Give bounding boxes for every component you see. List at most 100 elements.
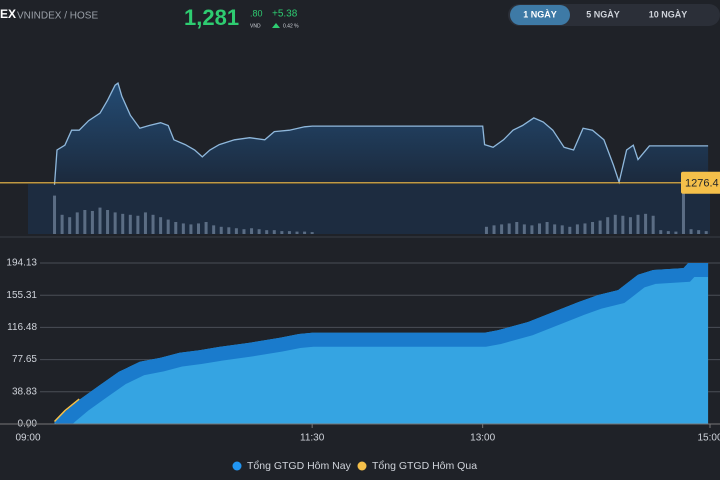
legend-label: Tổng GTGD Hôm Qua: [372, 460, 477, 472]
volume-bar: [560, 225, 564, 234]
range-button[interactable]: 1 NGÀY: [523, 9, 557, 19]
price-area: [54, 83, 709, 185]
volume-bar: [75, 212, 79, 234]
volume-bar: [697, 230, 701, 234]
volume-bar: [310, 232, 314, 234]
volume-bar: [500, 224, 504, 234]
volume-bar: [674, 231, 678, 234]
x-tick-label: 09:00: [15, 433, 40, 444]
volume-bar: [515, 222, 519, 234]
volume-bar: [621, 215, 625, 234]
volume-bar: [68, 217, 72, 234]
volume-bar: [583, 223, 587, 234]
volume-bar: [666, 231, 670, 234]
up-arrow: [272, 23, 280, 28]
volume-bar: [681, 186, 685, 234]
y-tick-label: 116.48: [7, 322, 37, 333]
volume-bar: [227, 227, 231, 234]
volume-bar: [242, 229, 246, 234]
volume-bar: [591, 222, 595, 234]
volume-bar: [689, 229, 693, 234]
volume-bar: [234, 228, 238, 234]
active-button-bg: [510, 5, 570, 25]
volume-bar: [598, 220, 602, 234]
volume-bar: [636, 214, 640, 234]
volume-bar: [606, 217, 610, 234]
x-tick-label: 13:00: [470, 433, 495, 444]
reference-label-bg: [681, 171, 720, 194]
volume-bar: [507, 223, 511, 234]
volume-bar: [568, 226, 572, 234]
volume-bar: [553, 224, 557, 234]
volume-bar: [113, 212, 117, 234]
volume-bar: [90, 210, 94, 234]
exchange: VNINDEX / HOSE: [17, 11, 98, 22]
volume-bar: [159, 217, 163, 234]
volume-bar: [166, 219, 170, 234]
range-button[interactable]: 5 NGÀY: [586, 9, 620, 19]
y-tick-label: 155.31: [6, 290, 37, 301]
volume-bar: [303, 231, 307, 234]
volume-bar: [174, 222, 178, 234]
volume-bar: [106, 210, 110, 234]
volume-bar: [219, 226, 223, 234]
volume-bar: [545, 222, 549, 234]
volume-bar: [136, 215, 140, 234]
x-tick-label: 11:30: [300, 433, 325, 444]
y-tick-label: 77.65: [12, 354, 37, 365]
legend-dot: [357, 461, 367, 471]
volume-bar: [272, 230, 276, 234]
currency: VND: [250, 23, 261, 29]
price: 1,281: [184, 5, 239, 30]
volume-bar: [212, 225, 216, 234]
price-chart: 1276.4: [0, 82, 720, 234]
volume-bar: [492, 225, 496, 234]
legend-label: Tổng GTGD Hôm Nay: [247, 460, 352, 472]
volume-bar: [628, 217, 632, 234]
x-tick-label: 15:00: [697, 433, 720, 444]
y-tick-label: 38.83: [12, 386, 37, 397]
volume-bar: [53, 195, 57, 234]
volume-bar: [651, 215, 655, 234]
value-line: [53, 398, 80, 423]
volume-bar: [575, 224, 579, 234]
volume-bar: [484, 226, 488, 234]
volume-bar: [189, 224, 193, 234]
volume-bar: [181, 223, 185, 234]
volume-bar: [659, 230, 663, 234]
volume-bar: [644, 213, 648, 234]
volume-bar: [265, 230, 269, 234]
volume-bar: [128, 214, 132, 234]
change-pct: 0.42 %: [283, 23, 299, 29]
legend-dot: [232, 461, 242, 471]
volume-bar: [613, 214, 617, 234]
volume-panel: [28, 184, 710, 234]
symbol: EX: [0, 7, 16, 21]
price-decimal: .80: [250, 8, 263, 18]
volume-bar: [530, 225, 534, 234]
volume-bar: [98, 207, 102, 234]
volume-bar: [522, 224, 526, 234]
volume-bar: [704, 231, 708, 234]
price-line: [53, 82, 709, 185]
volume-bar: [121, 213, 125, 234]
volume-bar: [295, 231, 299, 234]
header: EX VNINDEX / HOSE 1,281 .80 VND +5.38 0.…: [0, 4, 720, 30]
volume-bar: [287, 231, 291, 234]
volume-bar: [197, 223, 200, 234]
range-button[interactable]: 10 NGÀY: [649, 9, 688, 19]
volume-bar: [250, 228, 254, 234]
reference-label: 1276.4: [685, 178, 719, 190]
volume-bar: [151, 214, 155, 234]
volume-bar: [83, 210, 87, 234]
volume-bar: [204, 222, 208, 234]
volume-bar: [280, 231, 284, 234]
volume-bar: [60, 214, 64, 234]
volume-bar: [143, 212, 147, 234]
change: +5.38: [272, 9, 298, 20]
y-tick-label: 194.13: [6, 258, 37, 269]
volume-bar: [538, 223, 541, 234]
volume-bar: [257, 229, 261, 234]
